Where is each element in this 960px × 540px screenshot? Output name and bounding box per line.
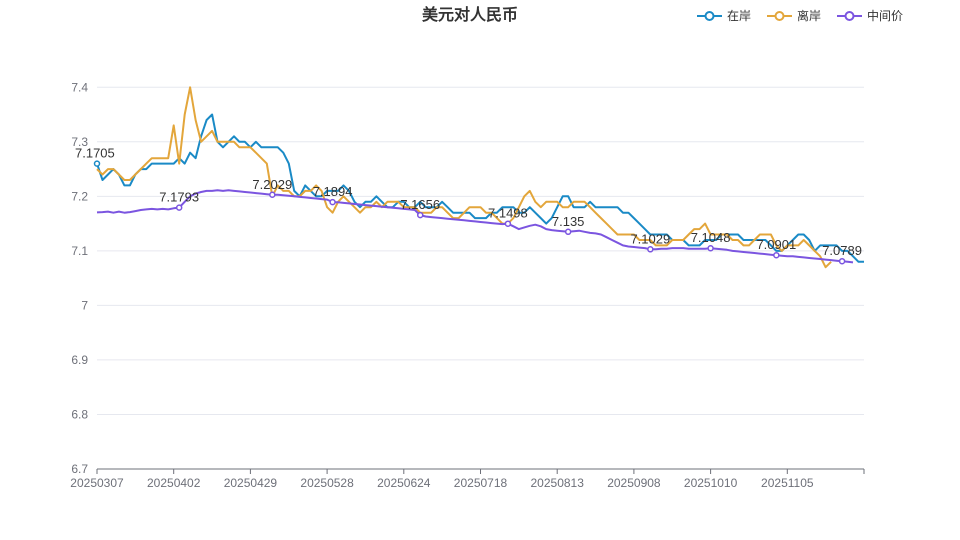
x-tick-label: 20250718 <box>454 476 508 490</box>
y-tick-label: 7.1 <box>71 244 88 258</box>
y-tick-label: 7.4 <box>71 80 88 94</box>
data-point-marker <box>504 220 512 227</box>
y-axis: 6.7 6.8 6.9 7 7.1 7.2 7.3 7.4 <box>71 80 88 476</box>
data-label: 7.1656 <box>400 197 440 212</box>
y-tick-label: 7 <box>81 298 88 312</box>
data-label: 7.0901 <box>756 237 796 252</box>
data-point-marker <box>416 211 424 219</box>
data-point-marker <box>838 257 846 265</box>
data-label: 7.0789 <box>822 243 862 258</box>
data-point-marker <box>773 251 780 259</box>
data-point-marker <box>175 204 183 211</box>
legend-item[interactable]: 在岸 <box>697 9 751 23</box>
x-tick-label: 20251105 <box>761 476 814 490</box>
y-tick-label: 7.3 <box>71 135 88 149</box>
legend-marker-icon <box>774 11 785 21</box>
series-line <box>96 189 854 264</box>
data-label: 7.1048 <box>691 230 731 245</box>
y-tick-label: 6.9 <box>71 353 88 367</box>
legend-marker-icon <box>704 11 715 21</box>
series-3 <box>96 189 854 264</box>
x-tick-label: 20250402 <box>147 476 201 490</box>
y-tick-label: 6.7 <box>71 462 88 476</box>
series-group <box>96 86 864 269</box>
chart-title: 美元对人民币 <box>422 5 518 24</box>
x-tick-label: 20250813 <box>531 476 585 490</box>
x-axis: 20250307 20250402 20250429 20250528 20250624… <box>70 468 865 490</box>
y-tick-label: 7.2 <box>71 189 88 203</box>
data-point-marker <box>564 228 572 236</box>
x-tick-label: 20250307 <box>70 476 124 490</box>
x-tick-label: 20250528 <box>300 476 354 490</box>
data-label: 7.2029 <box>252 177 292 192</box>
grid-lines <box>97 86 864 470</box>
data-label: 7.1498 <box>488 206 528 221</box>
legend-item[interactable]: 中间价 <box>837 8 903 23</box>
legend-label: 离岸 <box>797 8 821 23</box>
y-tick-label: 6.8 <box>71 407 88 421</box>
legend-item[interactable]: 离岸 <box>767 8 821 23</box>
data-label: 7.1793 <box>159 190 199 205</box>
data-point-marker <box>269 191 276 199</box>
data-label: 7.1894 <box>313 184 353 199</box>
data-label: 7.1029 <box>630 231 670 246</box>
legend-marker-icon <box>844 11 855 21</box>
series-line <box>96 113 864 263</box>
data-label: 7.135 <box>552 214 585 229</box>
series-line <box>96 86 832 269</box>
data-point-marker <box>707 244 714 252</box>
x-tick-label: 20251010 <box>684 476 738 490</box>
x-tick-label: 20250908 <box>607 476 661 490</box>
data-point-marker <box>93 160 101 167</box>
legend[interactable]: 在岸 离岸 中间价 <box>697 8 903 23</box>
data-point-marker <box>329 198 336 206</box>
series-1 <box>96 113 864 263</box>
data-point-marker <box>647 246 654 253</box>
legend-label: 中间价 <box>867 8 903 23</box>
data-labels: 7.1705 7.1793 7.2029 7.1894 7.1656 7.1498 7.13… <box>75 146 862 265</box>
legend-label: 在岸 <box>727 9 751 23</box>
x-tick-label: 20250624 <box>377 476 431 490</box>
x-tick-label: 20250429 <box>224 476 278 490</box>
data-label: 7.1705 <box>75 146 115 161</box>
series-2 <box>96 86 832 269</box>
